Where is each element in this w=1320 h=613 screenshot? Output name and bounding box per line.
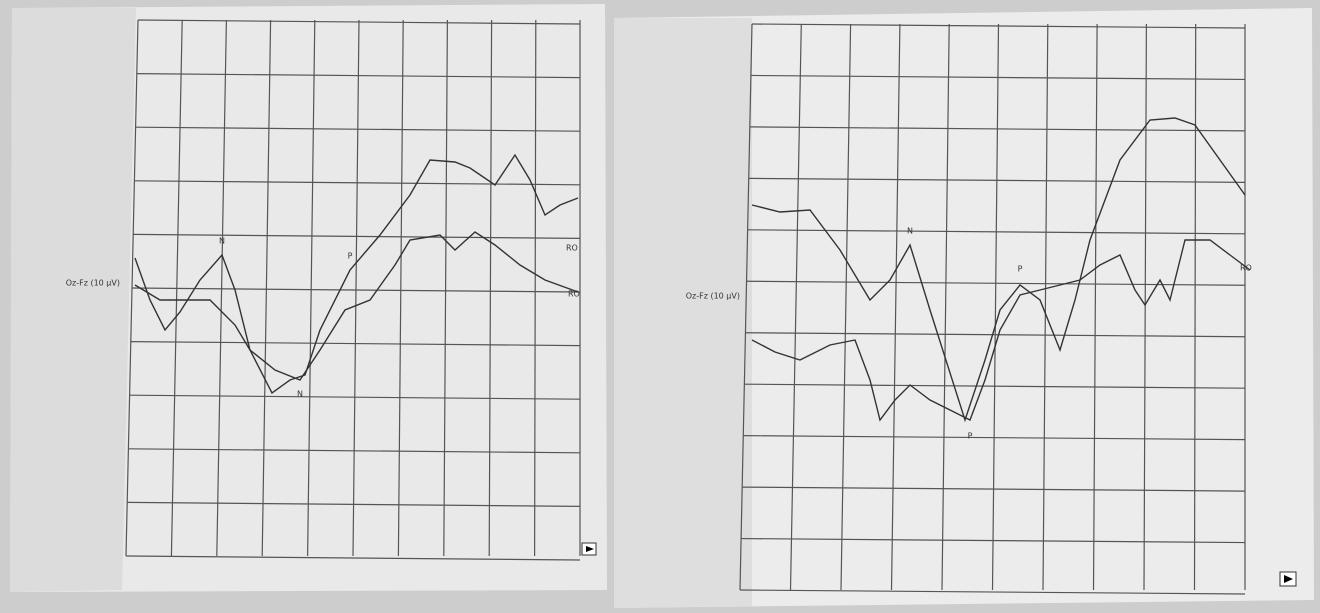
photo: Oz-Fz (10 µV) N P N RO RO Oz-Fz (10 µV) …	[0, 0, 1320, 613]
trace-label: RO	[566, 244, 578, 253]
peak-label: P	[968, 432, 973, 441]
channel-label: Oz-Fz (10 µV)	[66, 279, 120, 288]
trace-label: RO	[1240, 264, 1252, 273]
peak-label: P	[348, 252, 353, 261]
paper-margin	[614, 18, 752, 608]
channel-label: Oz-Fz (10 µV)	[686, 292, 740, 301]
page: {"panels": [ {"channel_label": "Oz-Fz (1…	[0, 0, 1320, 613]
peak-label: N	[297, 390, 303, 399]
peak-label: P	[1018, 265, 1023, 274]
peak-label: N	[219, 237, 225, 246]
paper-margin	[10, 8, 136, 592]
trace-label: RO	[568, 290, 580, 299]
peak-label: N	[907, 227, 913, 236]
